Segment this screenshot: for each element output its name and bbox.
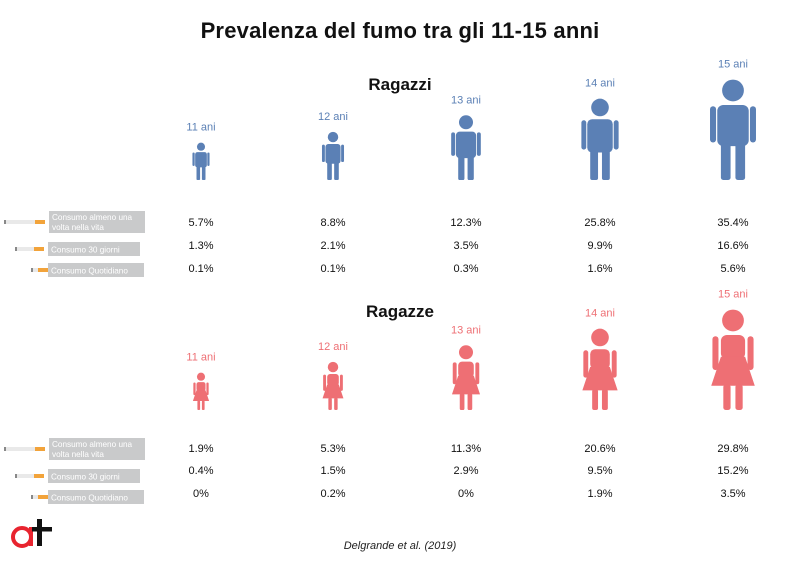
row-label: Consumo Quotidiano: [51, 494, 128, 503]
row-label-box: [48, 242, 140, 256]
row-label-box: [48, 469, 140, 483]
boy-figure-icon: [192, 142, 210, 180]
section-ragazzi: 11 ani 12 ani 13 ani 14 ani 15 ani Consumo al…: [48, 59, 756, 277]
data-value-label: 1.6%: [587, 263, 612, 275]
data-value-label: 8.8%: [320, 217, 345, 229]
cigarette-icon: [15, 474, 44, 478]
girl-figure-icon: [711, 309, 755, 410]
data-value-label: 11.3%: [451, 443, 482, 455]
data-value-label: 16.6%: [717, 240, 748, 252]
data-value-label: 9.5%: [587, 465, 612, 477]
age-label: 12 ani: [318, 111, 348, 123]
data-value-label: 0%: [193, 488, 209, 500]
chart-title: Prevalenza del fumo tra gli 11-15 anni: [200, 18, 600, 43]
boy-figure-icon: [581, 98, 619, 180]
data-value-label: 0.2%: [320, 488, 345, 500]
data-value-label: 15.2%: [717, 465, 748, 477]
data-value-label: 1.9%: [587, 488, 612, 500]
logo-icon: [11, 519, 52, 548]
data-value-label: 5.6%: [720, 263, 745, 275]
data-value-label: 0.4%: [188, 465, 213, 477]
age-label: 11 ani: [186, 352, 215, 364]
boy-figure-icon: [451, 115, 481, 180]
age-label: 15 ani: [718, 289, 748, 301]
cigarette-icon: [31, 495, 48, 499]
row-label-box: [48, 263, 144, 277]
data-value-label: 20.6%: [584, 443, 615, 455]
row-label: Consumo 30 giorni: [51, 246, 120, 255]
section-ragazze: 11 ani 12 ani 13 ani 14 ani 15 ani Consumo al…: [48, 289, 755, 504]
data-value-label: 0.3%: [453, 263, 478, 275]
row-label: Consumo almeno una volta nella vita: [52, 440, 133, 459]
section-title-boys: Ragazzi: [368, 75, 432, 94]
data-value-label: 12.3%: [450, 217, 481, 229]
girl-figure-icon: [192, 372, 210, 410]
row-label-box: [49, 438, 145, 460]
row-label: Consumo 30 giorni: [51, 473, 120, 482]
data-value-label: 29.8%: [717, 443, 748, 455]
source-citation: Delgrande et al. (2019): [343, 540, 457, 552]
cigarette-icon: [15, 247, 44, 251]
data-value-label: 0%: [458, 488, 474, 500]
cigarette-icon: [4, 220, 45, 224]
cigarette-icon: [4, 447, 45, 451]
age-label: 13 ani: [451, 324, 481, 336]
data-value-label: 2.1%: [320, 240, 345, 252]
row-label-box: [48, 490, 144, 504]
row-label: Consumo almeno una volta nella vita: [52, 213, 133, 232]
boy-figure-icon: [321, 131, 345, 180]
data-value-label: 35.4%: [717, 217, 748, 229]
data-value-label: 0.1%: [320, 263, 345, 275]
data-value-label: 2.9%: [453, 465, 478, 477]
data-value-label: 9.9%: [587, 240, 612, 252]
age-label: 12 ani: [318, 341, 348, 353]
data-value-label: 1.3%: [188, 240, 213, 252]
row-label-box: [49, 211, 145, 233]
age-label: 15 ani: [718, 59, 748, 71]
data-value-label: 5.3%: [320, 443, 345, 455]
data-value-label: 1.9%: [188, 443, 213, 455]
boy-figure-icon: [710, 79, 756, 180]
data-value-label: 3.5%: [720, 488, 745, 500]
age-label: 14 ani: [585, 308, 615, 320]
cigarette-icon: [31, 268, 48, 272]
age-label: 11 ani: [186, 122, 215, 134]
section-title-girls: Ragazze: [365, 302, 435, 321]
girl-figure-icon: [322, 361, 344, 410]
row-label: Consumo Quotidiano: [51, 267, 128, 276]
data-value-label: 3.5%: [453, 240, 478, 252]
age-label: 13 ani: [451, 94, 481, 106]
age-label: 14 ani: [585, 78, 615, 90]
data-value-label: 25.8%: [584, 217, 615, 229]
data-value-label: 5.7%: [188, 217, 213, 229]
data-value-label: 0.1%: [188, 263, 213, 275]
girl-figure-icon: [582, 328, 618, 410]
data-value-label: 1.5%: [320, 465, 345, 477]
girl-figure-icon: [451, 345, 481, 410]
